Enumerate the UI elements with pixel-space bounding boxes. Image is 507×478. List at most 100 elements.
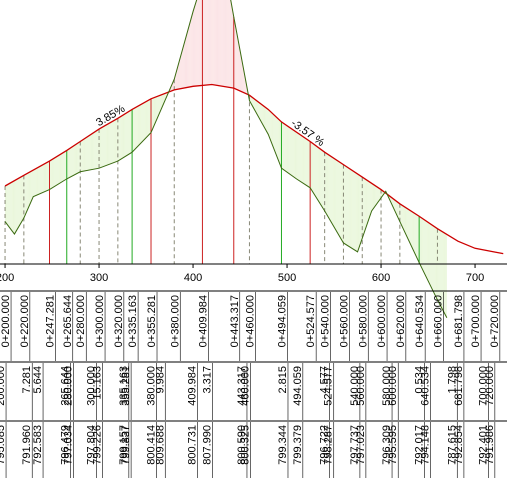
fill-area-slice bbox=[109, 122, 111, 165]
interval-value: 494.059 bbox=[292, 366, 304, 406]
fill-area-slice bbox=[297, 132, 299, 181]
cut-area-slice bbox=[230, 0, 232, 88]
fill-area-slice bbox=[357, 173, 359, 252]
fill-area-slice bbox=[428, 222, 429, 283]
fill-area-slice bbox=[300, 134, 302, 182]
station-label: 0+681.798 bbox=[453, 295, 465, 347]
cut-area-slice bbox=[228, 0, 230, 88]
fill-area-slice bbox=[88, 135, 90, 171]
cut-area-slice bbox=[217, 0, 219, 86]
fill-area-slice bbox=[11, 181, 13, 232]
cut-area-slice bbox=[180, 52, 182, 89]
fill-area-slice bbox=[367, 180, 369, 222]
fill-area-slice bbox=[87, 135, 89, 171]
fill-area-slice bbox=[315, 145, 317, 198]
interval-value: 5.644 bbox=[32, 366, 44, 394]
fill-area-slice bbox=[325, 152, 327, 215]
elevation-value: 798.287 bbox=[323, 425, 335, 465]
fill-area-slice bbox=[441, 231, 443, 309]
fill-area-slice bbox=[352, 170, 354, 250]
cut-area-slice bbox=[215, 0, 217, 86]
fill-area-slice bbox=[277, 118, 279, 161]
fill-area-slice bbox=[293, 130, 295, 178]
fill-area-slice bbox=[253, 98, 255, 110]
cut-area-slice bbox=[191, 14, 193, 87]
fill-area-slice bbox=[146, 101, 147, 138]
fill-area-slice bbox=[98, 129, 100, 169]
fill-area-slice bbox=[270, 111, 272, 142]
fill-area-slice bbox=[120, 116, 122, 160]
fill-area-slice bbox=[343, 164, 345, 244]
elevation-value: 791.960 bbox=[21, 425, 33, 465]
fill-area-slice bbox=[364, 178, 366, 233]
fill-area-slice bbox=[377, 187, 379, 204]
fill-area-slice bbox=[344, 165, 346, 245]
elevation-value: 791.986 bbox=[484, 425, 496, 465]
cut-area-slice bbox=[232, 10, 234, 89]
station-markers bbox=[4, 0, 438, 264]
fill-area-slice bbox=[355, 172, 357, 252]
interval-value: 355.281 bbox=[120, 366, 132, 406]
fill-area-slice bbox=[140, 104, 142, 144]
cut-area-slice bbox=[206, 0, 208, 86]
fill-area-slice bbox=[354, 172, 356, 251]
fill-area-slice bbox=[267, 108, 269, 135]
fill-area-slice bbox=[110, 122, 112, 164]
fill-area-slice bbox=[258, 102, 260, 120]
station-label: 0+720.000 bbox=[489, 295, 501, 347]
fill-area-slice bbox=[161, 94, 163, 110]
interval-value: 0.534 bbox=[414, 366, 426, 394]
fill-area-slice bbox=[411, 211, 413, 248]
fill-area-slice bbox=[425, 220, 427, 277]
fill-area-slice bbox=[265, 107, 267, 131]
cut-area-slice bbox=[227, 0, 229, 88]
fill-area-slice bbox=[375, 185, 377, 206]
fill-area-slice bbox=[147, 99, 149, 136]
interval-value: 640.534 bbox=[420, 366, 432, 406]
fill-area-slice bbox=[335, 159, 337, 232]
station-label: 0+335.163 bbox=[127, 295, 139, 347]
fill-area-slice bbox=[106, 124, 108, 166]
fill-area-slice bbox=[38, 166, 40, 195]
interval-value: 380.000 bbox=[146, 366, 158, 406]
fill-area-slice bbox=[409, 209, 411, 244]
fill-area-slice bbox=[423, 219, 425, 274]
fill-area-slice bbox=[288, 127, 290, 175]
fill-area-slice bbox=[52, 158, 53, 188]
fill-area-slice bbox=[35, 168, 37, 196]
fill-area-slice bbox=[32, 170, 34, 199]
fill-area-slice bbox=[160, 94, 162, 112]
fill-area-slice bbox=[94, 131, 96, 170]
fill-area-slice bbox=[76, 143, 78, 174]
fill-area-slice bbox=[346, 166, 348, 246]
interval-value: 409.984 bbox=[186, 366, 198, 406]
cut-area-slice bbox=[209, 0, 211, 85]
fill-area-slice bbox=[336, 160, 338, 234]
interval-value: 15.163 bbox=[92, 366, 104, 400]
fill-area-slice bbox=[40, 165, 42, 194]
fill-area-slice bbox=[132, 108, 134, 152]
fill-area-slice bbox=[102, 126, 104, 167]
cut-area-slice bbox=[190, 18, 192, 87]
cut-area-slice bbox=[239, 45, 241, 91]
cut-area-slice bbox=[210, 0, 212, 85]
fill-area-slice bbox=[444, 232, 445, 315]
fill-area-slice bbox=[257, 101, 259, 118]
elevation-value: 795.085 bbox=[0, 425, 7, 465]
fill-area-slice bbox=[395, 200, 397, 214]
elevation-value: 792.017 bbox=[414, 425, 426, 465]
fill-area-slice bbox=[72, 145, 74, 176]
elevation-value: 796.722 bbox=[318, 425, 330, 465]
fill-area-slice bbox=[17, 178, 19, 230]
cut-area-slice bbox=[214, 0, 216, 86]
fill-area-slice bbox=[312, 143, 314, 193]
x-tick-label: 600 bbox=[372, 272, 390, 284]
fill-area-slice bbox=[16, 179, 18, 231]
fill-area-slice bbox=[126, 112, 128, 156]
elevation-value: 800.731 bbox=[186, 425, 198, 465]
fill-area-slice bbox=[268, 109, 270, 137]
fill-area-slice bbox=[114, 119, 116, 163]
fill-area-slice bbox=[84, 137, 86, 171]
fill-area-slice bbox=[58, 154, 60, 184]
fill-area-slice bbox=[148, 99, 150, 135]
